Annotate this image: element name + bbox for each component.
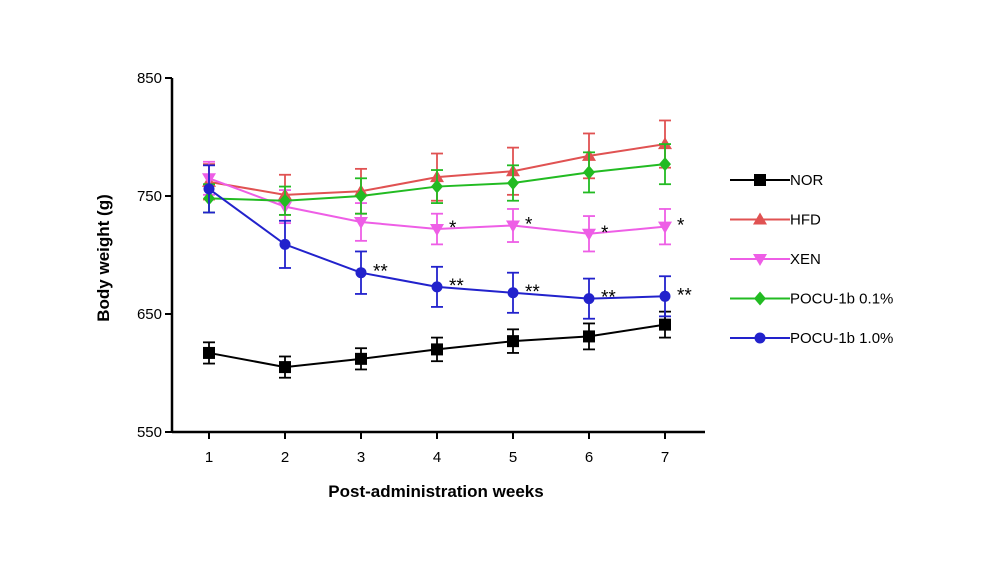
data-point (431, 343, 443, 355)
series-layer: ************** (202, 120, 692, 377)
legend-label: NOR (790, 172, 824, 189)
significance-label: * (449, 218, 457, 239)
legend-label: XEN (790, 251, 821, 268)
data-point (659, 319, 671, 331)
x-tick-label: 7 (661, 449, 669, 466)
x-tick-label: 2 (281, 449, 289, 466)
data-point (279, 361, 291, 373)
data-point (355, 353, 367, 365)
x-tick-label: 1 (205, 449, 213, 466)
legend-marker (754, 292, 766, 306)
x-tick-label: 4 (433, 449, 441, 466)
legend-marker (755, 333, 766, 344)
y-tick-label: 850 (137, 70, 162, 87)
data-point (430, 224, 444, 236)
data-point (204, 183, 215, 194)
data-point (584, 293, 595, 304)
axes: 550 650 750 850 1 2 3 4 5 6 7 (137, 70, 705, 466)
series-xen: * * * * (202, 162, 685, 252)
body-weight-chart: 5506507508501234567 ************** NORHF… (0, 0, 1000, 565)
data-point (582, 229, 596, 241)
legend-item: HFD (730, 212, 821, 229)
legend-item: POCU-1b 0.1% (730, 291, 893, 308)
significance-label: * (601, 223, 609, 244)
y-tick-label: 550 (137, 424, 162, 441)
data-point (432, 281, 443, 292)
significance-label: ** (449, 276, 464, 297)
significance-label: ** (525, 282, 540, 303)
y-axis-title: Body weight (g) (94, 194, 113, 321)
series-pocu-1b-1-0-: ********** (203, 165, 692, 318)
legend: NOR HFD XEN POCU-1b 0.1% POCU-1b 1.0% (730, 172, 893, 347)
y-tick-label: 750 (137, 188, 162, 205)
legend-label: POCU-1b 0.1% (790, 291, 893, 308)
data-point (203, 347, 215, 359)
data-point (280, 239, 291, 250)
series-nor (203, 312, 671, 378)
data-point (583, 165, 595, 179)
data-point (508, 287, 519, 298)
legend-item: NOR (730, 172, 824, 189)
significance-label: * (677, 216, 685, 237)
legend-item: XEN (730, 251, 821, 268)
data-point (507, 176, 519, 190)
legend-label: POCU-1b 1.0% (790, 330, 893, 347)
data-point (356, 267, 367, 278)
x-tick-label: 3 (357, 449, 365, 466)
data-point (659, 157, 671, 171)
y-tick-label: 650 (137, 306, 162, 323)
data-point (583, 330, 595, 342)
legend-marker (754, 174, 766, 186)
significance-label: ** (677, 285, 692, 306)
x-axis-title: Post-administration weeks (328, 482, 543, 501)
legend-item: POCU-1b 1.0% (730, 330, 893, 347)
data-point (507, 335, 519, 347)
significance-label: ** (601, 288, 616, 309)
x-tick-label: 6 (585, 449, 593, 466)
data-point (660, 291, 671, 302)
significance-label: ** (373, 262, 388, 283)
x-tick-label: 5 (509, 449, 517, 466)
legend-label: HFD (790, 212, 821, 229)
significance-label: * (525, 215, 533, 236)
